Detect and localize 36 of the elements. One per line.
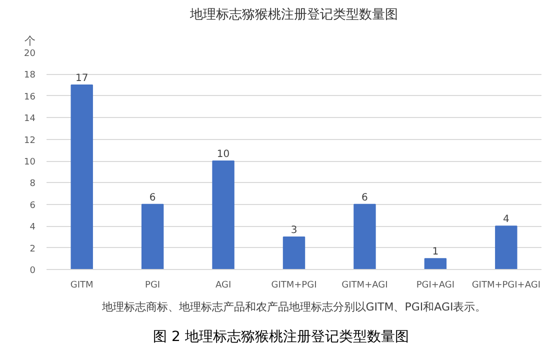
bar: [141, 204, 164, 270]
caption: 图 2 地理标志猕猴桃注册登记类型数量图: [153, 328, 409, 347]
data-label: 6: [362, 192, 368, 204]
bar: [424, 258, 447, 270]
bar: [354, 204, 376, 270]
text: 地理标志商标、地理标志产品和农产品地理标志分别以GITM、PGI和AGI表示。: [100, 300, 486, 314]
y-tick-label: 2: [30, 244, 36, 254]
y-tick-label: 20: [24, 49, 36, 59]
bar: [70, 84, 93, 270]
x-tick-label: GITM: [70, 280, 94, 290]
x-tick-label: GITM+PGI+AGI: [472, 280, 540, 290]
y-tick-label: 10: [24, 158, 36, 168]
y-tick-label: 18: [24, 70, 36, 81]
y-axis-title: 个: [24, 34, 36, 48]
x-tick-label: GITM+PGI: [271, 280, 317, 290]
bar: [282, 236, 306, 270]
x-tick-label: PGI: [145, 280, 160, 290]
y-tick-label: 12: [24, 136, 36, 146]
x-tick-label: PGI+AGI: [416, 280, 455, 290]
data-label: 4: [502, 214, 510, 226]
y-tick-label: 14: [24, 114, 36, 124]
data-label: 17: [75, 73, 88, 84]
chart-title: 地理标志猕猴桃注册登记类型数量图: [189, 8, 398, 22]
bar: [212, 160, 234, 270]
y-tick-label: 6: [30, 200, 36, 211]
x-tick-label: AGI: [215, 280, 232, 290]
x-tick-label: GITM+AGI: [342, 280, 388, 290]
data-label: 6: [149, 192, 156, 204]
y-tick-label: 0: [30, 266, 36, 276]
bar: [495, 226, 518, 270]
y-tick-label: 16: [24, 92, 36, 102]
y-tick-label: 8: [30, 179, 36, 190]
data-label: 1: [432, 246, 439, 258]
data-label: 3: [290, 224, 298, 236]
y-tick-label: 4: [30, 222, 36, 233]
data-label: 10: [216, 149, 230, 160]
